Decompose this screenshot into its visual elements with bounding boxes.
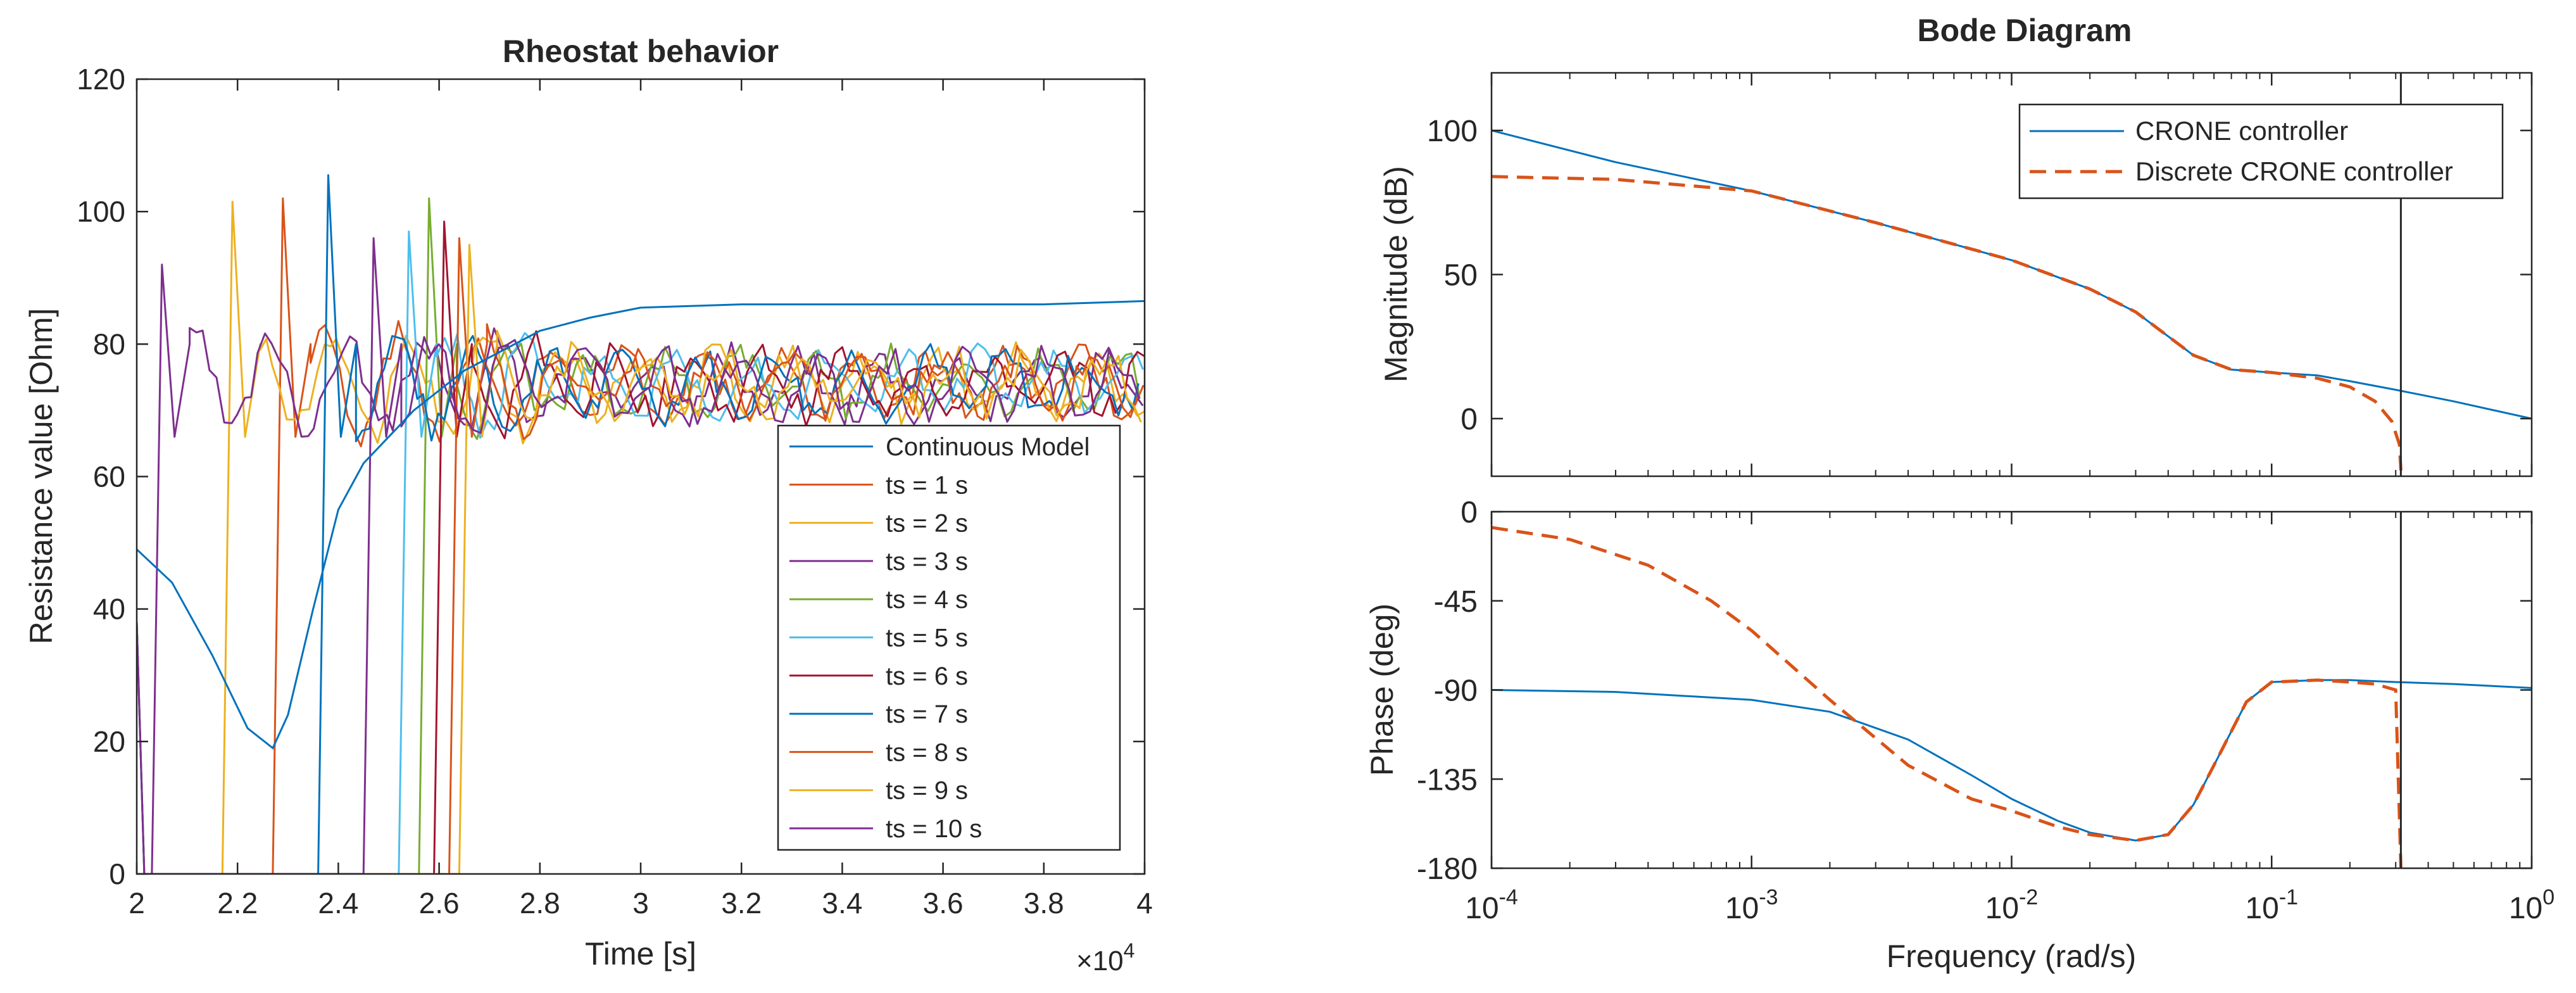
- rheostat-chart: Rheostat behavior 2 2.2 2.4 2.6 2.8 3 3.2 3.4 3.…: [23, 34, 1153, 977]
- rheostat-ylabel: Resistance value [Ohm]: [23, 308, 59, 645]
- rheostat-x-tick-label: 2.4: [318, 887, 358, 920]
- legend-entry: ts = 1 s: [886, 471, 968, 499]
- bode-phase-ylabel: Phase (deg): [1364, 604, 1400, 776]
- magnitude-series-discrete-crone: [1492, 175, 2403, 471]
- phase-y-tick-label: 0: [1461, 496, 1478, 529]
- bode-x-tick-label: 10-3: [1725, 885, 1778, 925]
- bode-frequency-ticks: 10-4 10-3 10-2 10-1 100: [1465, 885, 2554, 925]
- rheostat-x-tick-label: 3.4: [822, 887, 862, 920]
- bode-magnitude-ylabel: Magnitude (dB): [1378, 166, 1414, 383]
- rheostat-ticks: 2 2.2 2.4 2.6 2.8 3 3.2 3.4 3.6 3.8 40204060801001…: [77, 63, 1153, 920]
- legend-entry: ts = 4 s: [886, 586, 968, 614]
- rheostat-y-tick-label: 120: [77, 63, 125, 96]
- rheostat-xlabel: Time [s]: [585, 936, 696, 971]
- rheostat-series-8: [137, 237, 1140, 874]
- bode-x-tick-label: 10-1: [2245, 885, 2298, 925]
- bode-magnitude-ticks: 0 50 100: [1427, 73, 2533, 476]
- bode-xlabel: Frequency (rad/s): [1887, 939, 2137, 974]
- rheostat-x-tick-label: 3.8: [1024, 887, 1064, 920]
- phase-series-crone: [1492, 679, 2532, 842]
- magnitude-y-tick-label: 100: [1427, 115, 1478, 148]
- legend-entry: ts = 3 s: [886, 548, 968, 576]
- legend-entry: ts = 8 s: [886, 738, 968, 766]
- rheostat-x-tick-label: 4: [1136, 887, 1153, 920]
- rheostat-series-continuous-model: [137, 300, 1145, 750]
- rheostat-x-tick-label: 3.6: [923, 887, 964, 920]
- rheostat-x-tick-label: 2.6: [419, 887, 460, 920]
- phase-y-tick-label: -45: [1434, 585, 1478, 619]
- legend-entry: ts = 10 s: [886, 815, 982, 843]
- rheostat-y-tick-label: 20: [93, 725, 125, 758]
- rheostat-series-9: [137, 244, 1142, 874]
- rheostat-plot-area: [137, 174, 1145, 874]
- rheostat-series-7: [137, 174, 1140, 874]
- bode-legend: CRONE controller Discrete CRONE controlle…: [2018, 103, 2504, 199]
- phase-y-tick-label: -180: [1417, 852, 1478, 886]
- rheostat-y-tick-label: 60: [93, 460, 125, 493]
- rheostat-series-10: [137, 237, 1141, 874]
- bode-x-tick-label: 10-4: [1465, 885, 1518, 925]
- legend-entry: ts = 5 s: [886, 624, 968, 652]
- rheostat-title: Rheostat behavior: [503, 34, 779, 69]
- bode-chart: Bode Diagram 0 50 100 Magnitude (dB) 0 -45 -…: [1364, 13, 2554, 974]
- bode-x-tick-label: 10-2: [1985, 885, 2039, 925]
- rheostat-x-tick-label: 3: [632, 887, 649, 920]
- rheostat-x-exponent: ×104: [1076, 939, 1134, 977]
- rheostat-x-tick-label: 2.2: [217, 887, 258, 920]
- rheostat-y-tick-label: 0: [109, 857, 125, 890]
- phase-y-tick-label: -90: [1434, 674, 1478, 708]
- rheostat-x-tick-label: 2: [129, 887, 145, 920]
- magnitude-y-tick-label: 0: [1461, 403, 1478, 436]
- legend-entry: ts = 2 s: [886, 510, 968, 538]
- bode-legend-entry: Discrete CRONE controller: [2135, 156, 2453, 186]
- rheostat-y-tick-label: 80: [93, 327, 125, 360]
- legend-entry: ts = 9 s: [886, 777, 968, 805]
- magnitude-y-tick-label: 50: [1444, 259, 1478, 293]
- rheostat-x-tick-label: 3.2: [721, 887, 762, 920]
- phase-series-discrete-crone: [1492, 526, 2403, 868]
- rheostat-y-tick-label: 40: [93, 593, 125, 626]
- legend-entry: ts = 7 s: [886, 700, 968, 728]
- legend-entry: ts = 6 s: [886, 662, 968, 690]
- phase-y-tick-label: -135: [1417, 763, 1478, 797]
- bode-phase-plot-area: [1492, 512, 2532, 868]
- legend-entry: Continuous Model: [886, 433, 1090, 461]
- rheostat-legend: Continuous Model ts = 1 s ts = 2 s ts = 3 s…: [777, 424, 1121, 851]
- bode-phase-ticks: 0 -45 -90 -135 -180: [1417, 496, 2533, 886]
- rheostat-x-tick-label: 2.8: [520, 887, 560, 920]
- bode-x-tick-label: 100: [2509, 885, 2554, 925]
- bode-title: Bode Diagram: [1918, 13, 2132, 48]
- bode-legend-entry: CRONE controller: [2135, 116, 2348, 146]
- rheostat-y-tick-label: 100: [77, 195, 125, 228]
